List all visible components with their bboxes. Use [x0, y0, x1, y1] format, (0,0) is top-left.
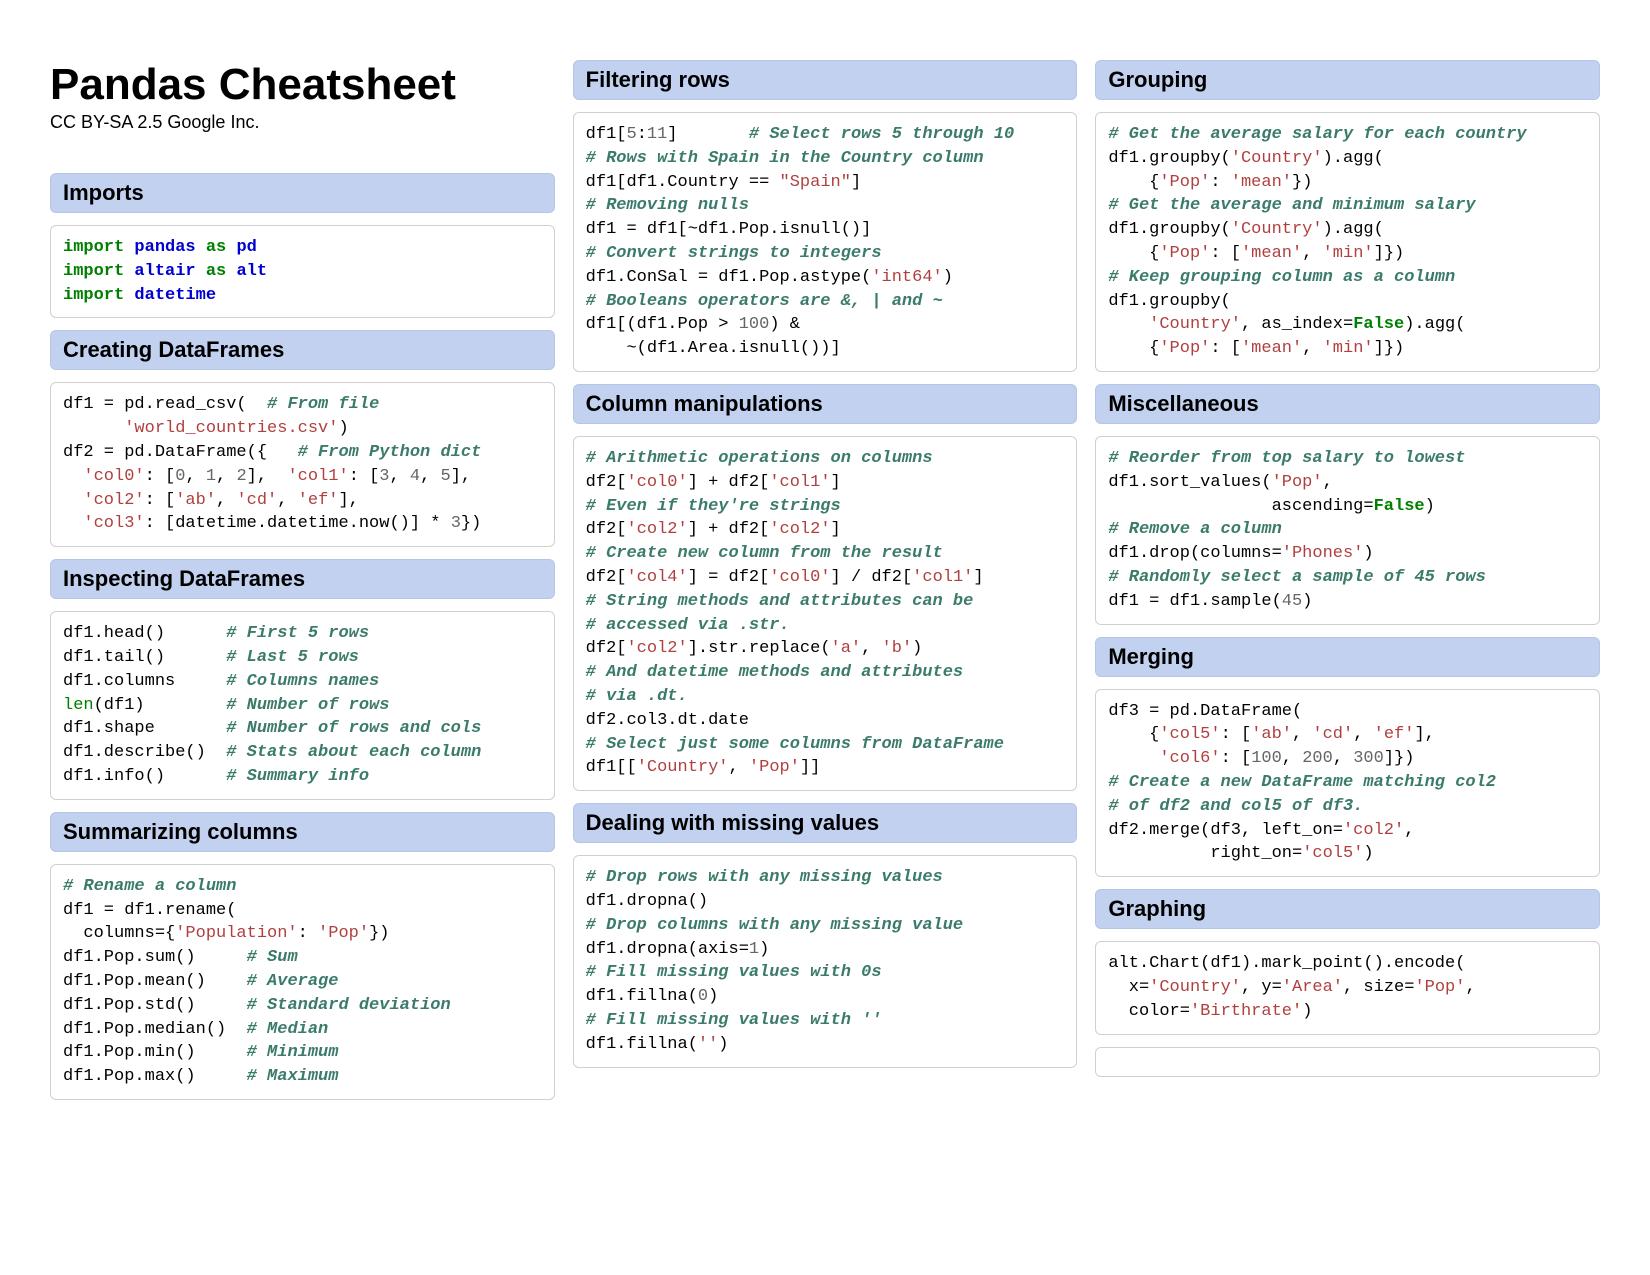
section-header-missing: Dealing with missing values [573, 803, 1078, 843]
section-header-misc: Miscellaneous [1095, 384, 1600, 424]
code-graphing: alt.Chart(df1).mark_point().encode( x='C… [1095, 941, 1600, 1034]
title-block: Pandas Cheatsheet CC BY-SA 2.5 Google In… [50, 60, 555, 153]
cheatsheet-page: Pandas Cheatsheet CC BY-SA 2.5 Google In… [50, 60, 1600, 1100]
code-inspecting: df1.head() # First 5 rows df1.tail() # L… [50, 611, 555, 800]
code-summarizing: # Rename a column df1 = df1.rename( colu… [50, 864, 555, 1100]
section-header-graphing: Graphing [1095, 889, 1600, 929]
code-missing: # Drop rows with any missing values df1.… [573, 855, 1078, 1067]
code-grouping: # Get the average salary for each countr… [1095, 112, 1600, 372]
code-creating: df1 = pd.read_csv( # From file 'world_co… [50, 382, 555, 547]
code-column-manip: # Arithmetic operations on columns df2['… [573, 436, 1078, 791]
page-subtitle: CC BY-SA 2.5 Google Inc. [50, 112, 555, 133]
column-1: Pandas Cheatsheet CC BY-SA 2.5 Google In… [50, 60, 555, 1100]
section-header-grouping: Grouping [1095, 60, 1600, 100]
code-misc: # Reorder from top salary to lowest df1.… [1095, 436, 1600, 625]
section-header-merging: Merging [1095, 637, 1600, 677]
section-header-column-manip: Column manipulations [573, 384, 1078, 424]
code-blank [1095, 1047, 1600, 1077]
column-2: Filtering rows df1[5:11] # Select rows 5… [573, 60, 1078, 1100]
code-imports: import pandas as pd import altair as alt… [50, 225, 555, 318]
section-header-imports: Imports [50, 173, 555, 213]
column-3: Grouping # Get the average salary for ea… [1095, 60, 1600, 1100]
section-header-filtering: Filtering rows [573, 60, 1078, 100]
section-header-creating: Creating DataFrames [50, 330, 555, 370]
page-title: Pandas Cheatsheet [50, 60, 555, 110]
section-header-summarizing: Summarizing columns [50, 812, 555, 852]
section-header-inspecting: Inspecting DataFrames [50, 559, 555, 599]
code-filtering: df1[5:11] # Select rows 5 through 10 # R… [573, 112, 1078, 372]
code-merging: df3 = pd.DataFrame( {'col5': ['ab', 'cd'… [1095, 689, 1600, 878]
